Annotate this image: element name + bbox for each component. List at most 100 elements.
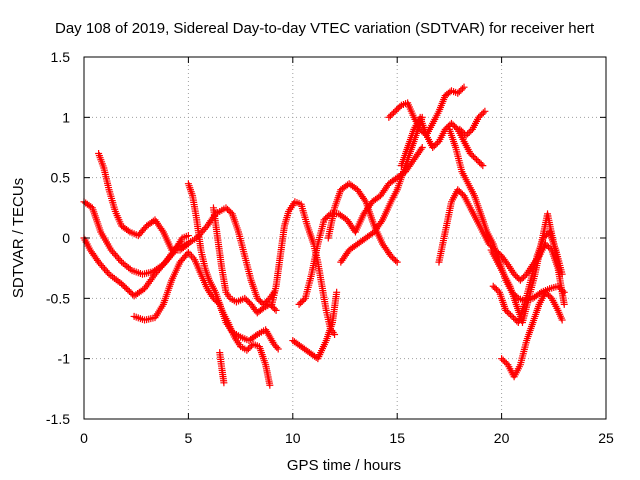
data-point-marker [468, 151, 476, 159]
data-point-marker [479, 109, 487, 117]
gridlines [84, 57, 606, 419]
data-point-marker [458, 85, 466, 93]
data-point-marker [361, 196, 369, 204]
data-point-marker [243, 346, 251, 354]
data-point-marker [494, 287, 502, 295]
data-point-marker [387, 252, 395, 260]
data-point-marker [246, 343, 254, 351]
data-point-marker [457, 127, 465, 135]
data-point-marker [273, 343, 281, 351]
data-point-marker [297, 299, 305, 307]
data-point-marker [518, 275, 526, 283]
x-tick-label: 0 [80, 430, 88, 446]
series-track-3 [95, 150, 192, 254]
data-point-marker [225, 207, 233, 215]
data-point-marker [112, 251, 120, 259]
data-point-marker [543, 290, 551, 298]
axis-ticks: 0 5 10 15 20 25 -1.5 -1 -0.5 0 0.5 1 1.5 [46, 49, 614, 446]
data-point-marker [110, 250, 118, 258]
data-point-marker [473, 156, 481, 164]
data-point-marker [433, 139, 441, 147]
data-point-marker [429, 144, 437, 151]
data-point-marker [272, 306, 280, 314]
data-point-marker [481, 107, 489, 115]
data-point-marker [274, 345, 282, 353]
data-point-marker [102, 267, 110, 275]
data-point-marker [466, 150, 474, 158]
y-tick-label: 0 [62, 230, 70, 246]
data-point-marker [447, 119, 455, 127]
data-point-marker [124, 286, 132, 294]
data-point-marker [115, 255, 123, 263]
data-point-marker [165, 254, 173, 262]
x-axis-label: GPS time / hours [287, 457, 401, 474]
series-track-8 [268, 198, 339, 339]
data-point-marker [322, 214, 330, 222]
x-tick-label: 5 [185, 430, 193, 446]
data-point-marker [252, 332, 260, 340]
data-point-marker [516, 276, 524, 284]
data-points [80, 83, 568, 389]
data-point-marker [459, 128, 467, 136]
x-tick-label: 15 [389, 430, 405, 446]
data-point-marker [458, 190, 466, 198]
data-point-marker [167, 252, 175, 260]
data-point-marker [244, 345, 252, 353]
data-point-marker [464, 130, 472, 138]
y-tick-label: 0.5 [51, 170, 71, 186]
data-point-marker [107, 246, 115, 254]
data-point-marker [392, 257, 400, 265]
data-point-marker [476, 159, 484, 167]
data-point-marker [467, 127, 475, 135]
data-point-marker [158, 226, 166, 234]
x-tick-label: 25 [598, 430, 614, 446]
data-point-marker [489, 282, 497, 290]
data-point-marker [456, 125, 464, 133]
data-point-marker [503, 259, 511, 267]
data-point-marker [333, 288, 341, 296]
data-point-marker [498, 355, 506, 363]
y-tick-label: -0.5 [46, 290, 70, 306]
data-point-marker [184, 240, 192, 248]
data-point-marker [485, 240, 493, 248]
data-point-marker [389, 254, 397, 262]
data-point-marker [300, 296, 308, 304]
y-tick-label: -1.5 [46, 411, 70, 427]
data-point-marker [510, 270, 518, 278]
data-point-marker [491, 284, 499, 292]
data-point-marker [545, 243, 553, 251]
data-point-marker [200, 225, 208, 233]
data-point-marker [430, 142, 438, 150]
data-point-marker [101, 265, 109, 273]
x-tick-label: 10 [285, 430, 301, 446]
data-point-marker [502, 359, 510, 367]
series-track-11 [289, 288, 341, 363]
data-point-marker [449, 121, 457, 129]
data-point-marker [508, 312, 516, 320]
data-point-marker [418, 144, 426, 151]
data-point-marker [263, 297, 271, 305]
data-point-marker [122, 284, 130, 292]
data-point-marker [455, 187, 463, 195]
series-track-2 [80, 198, 192, 278]
series-track-16 [456, 107, 489, 139]
data-point-marker [256, 297, 264, 305]
data-point-marker [444, 122, 452, 130]
series-track-5 [184, 180, 274, 389]
data-point-marker [454, 186, 462, 194]
data-point-marker [457, 189, 465, 197]
data-point-marker [266, 381, 274, 389]
data-point-marker [492, 285, 500, 293]
data-point-marker [325, 211, 333, 219]
data-point-marker [558, 316, 566, 324]
y-axis-label: SDTVAR / TECUs [10, 178, 27, 298]
data-point-marker [506, 311, 514, 319]
data-point-marker [393, 106, 401, 114]
data-point-marker [388, 110, 396, 118]
data-point-marker [116, 256, 124, 264]
y-tick-label: 1.5 [51, 49, 71, 65]
data-point-marker [417, 145, 425, 153]
data-point-marker [536, 290, 544, 298]
data-point-marker [159, 261, 167, 269]
data-point-marker [184, 232, 192, 240]
